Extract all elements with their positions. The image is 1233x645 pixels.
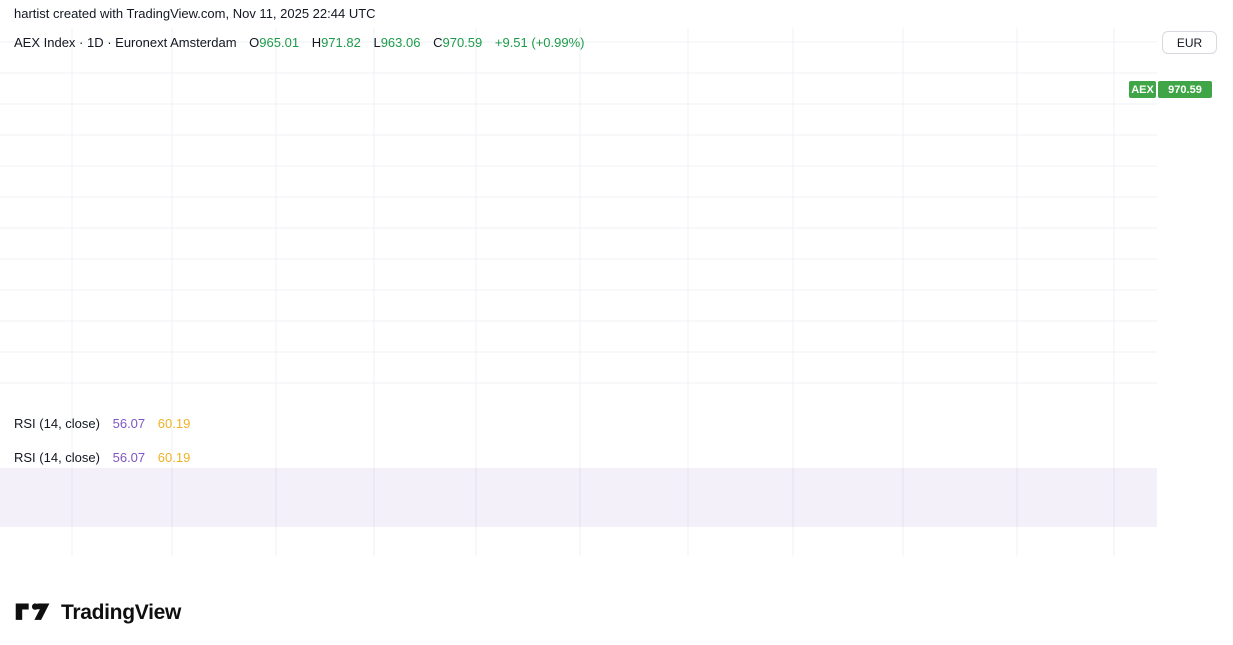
tradingview-logo-text: TradingView xyxy=(61,601,182,624)
ohlc-high: H971.82 xyxy=(311,35,361,50)
rsi-value: 56.07 xyxy=(112,450,146,465)
symbol-chip: AEX xyxy=(1129,81,1156,98)
price-axis[interactable] xyxy=(1157,28,1222,556)
last-price-badge: 970.59 xyxy=(1158,81,1212,98)
rsi-label[interactable]: RSI (14, close) xyxy=(14,416,100,431)
symbol-info-row: AEX Index · 1D · Euronext Amsterdam O965… xyxy=(14,35,585,50)
ohlc-close: C970.59 xyxy=(433,35,483,50)
currency-button[interactable]: EUR xyxy=(1162,31,1217,54)
rsi-pane-header: RSI (14, close) 56.07 60.19 xyxy=(14,450,190,465)
rsi-ma-value: 60.19 xyxy=(157,450,191,465)
rsi-label[interactable]: RSI (14, close) xyxy=(14,450,100,465)
rsi-value: 56.07 xyxy=(112,416,146,431)
rsi-pane-header-collapsed: RSI (14, close) 56.07 60.19 xyxy=(14,416,190,431)
rsi-ma-value: 60.19 xyxy=(157,416,191,431)
gridlines xyxy=(0,28,1157,556)
footer-logo[interactable]: TradingView xyxy=(14,599,181,627)
ohlc-open: O965.01 xyxy=(249,35,300,50)
attribution-text: hartist created with TradingView.com, No… xyxy=(14,6,376,21)
ohlc-low: L963.06 xyxy=(373,35,421,50)
time-axis[interactable] xyxy=(0,557,1157,586)
rsi-band-levels xyxy=(0,468,1157,527)
change-value: +9.51 (+0.99%) xyxy=(494,35,585,50)
symbol-title[interactable]: AEX Index · 1D · Euronext Amsterdam xyxy=(14,35,237,50)
tradingview-logo-icon xyxy=(15,603,50,620)
